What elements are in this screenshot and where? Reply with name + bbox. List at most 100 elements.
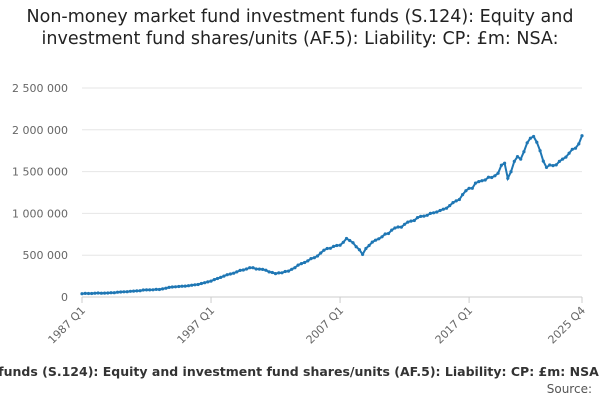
data-point[interactable] — [383, 232, 387, 236]
data-point[interactable] — [377, 237, 381, 241]
data-point[interactable] — [170, 285, 174, 289]
data-point[interactable] — [315, 254, 320, 258]
data-point[interactable] — [403, 222, 407, 226]
data-point[interactable] — [538, 149, 542, 153]
data-point[interactable] — [557, 159, 562, 163]
data-point[interactable] — [286, 269, 291, 273]
data-point[interactable] — [380, 235, 384, 239]
data-point[interactable] — [496, 171, 500, 175]
data-point[interactable] — [441, 207, 445, 211]
data-point[interactable] — [412, 218, 416, 223]
data-point[interactable] — [280, 271, 284, 275]
data-point[interactable] — [93, 291, 97, 295]
data-point[interactable] — [564, 155, 568, 159]
data-point[interactable] — [406, 220, 410, 224]
data-point[interactable] — [483, 178, 487, 182]
data-point[interactable] — [164, 286, 168, 290]
data-point[interactable] — [219, 275, 223, 279]
data-point[interactable] — [499, 163, 503, 167]
data-point[interactable] — [177, 284, 181, 289]
data-point[interactable] — [128, 289, 132, 293]
data-point[interactable] — [248, 266, 252, 270]
data-point[interactable] — [409, 219, 413, 223]
data-point[interactable] — [535, 140, 539, 144]
data-point[interactable] — [422, 214, 426, 218]
data-point[interactable] — [477, 180, 481, 184]
data-point[interactable] — [509, 170, 513, 174]
data-point[interactable] — [144, 288, 149, 292]
data-point[interactable] — [470, 186, 474, 190]
data-point[interactable] — [451, 201, 455, 205]
data-point[interactable] — [448, 204, 452, 208]
data-point[interactable] — [203, 281, 207, 285]
data-point[interactable] — [264, 268, 268, 272]
data-point[interactable] — [486, 175, 491, 179]
data-point[interactable] — [106, 291, 110, 295]
data-point[interactable] — [473, 181, 478, 185]
data-point[interactable] — [396, 225, 400, 229]
data-point[interactable] — [428, 211, 432, 215]
data-point[interactable] — [109, 291, 113, 295]
data-point[interactable] — [561, 157, 565, 161]
data-point[interactable] — [135, 289, 139, 293]
data-point[interactable] — [112, 291, 116, 295]
data-point[interactable] — [151, 288, 155, 292]
data-point[interactable] — [99, 291, 103, 295]
data-point[interactable] — [570, 147, 574, 151]
data-point[interactable] — [212, 278, 216, 282]
data-point[interactable] — [338, 243, 342, 247]
data-point[interactable] — [238, 268, 242, 272]
data-point[interactable] — [183, 284, 187, 288]
data-point[interactable] — [215, 276, 220, 281]
data-point[interactable] — [193, 283, 197, 287]
data-point[interactable] — [273, 272, 278, 276]
data-point[interactable] — [464, 189, 468, 193]
data-point[interactable] — [196, 282, 200, 287]
data-point[interactable] — [96, 291, 100, 295]
data-point[interactable] — [119, 290, 123, 294]
data-point[interactable] — [335, 243, 339, 248]
data-point[interactable] — [125, 290, 129, 294]
data-point[interactable] — [306, 259, 310, 263]
data-point[interactable] — [493, 174, 497, 178]
data-point[interactable] — [167, 285, 171, 289]
data-point[interactable] — [341, 240, 345, 244]
data-point[interactable] — [325, 246, 329, 251]
data-point[interactable] — [567, 151, 571, 155]
data-point[interactable] — [80, 292, 84, 296]
data-point[interactable] — [551, 164, 555, 168]
data-point[interactable] — [122, 290, 126, 294]
data-point[interactable] — [357, 248, 361, 252]
data-point[interactable] — [319, 251, 323, 255]
data-point[interactable] — [180, 284, 184, 288]
data-point[interactable] — [506, 176, 510, 180]
data-point[interactable] — [425, 213, 429, 217]
data-point[interactable] — [361, 252, 365, 256]
data-point[interactable] — [435, 210, 439, 214]
data-point[interactable] — [241, 268, 245, 272]
data-point[interactable] — [190, 283, 194, 287]
data-point[interactable] — [90, 291, 94, 296]
data-point[interactable] — [332, 244, 336, 248]
data-point[interactable] — [86, 291, 91, 296]
data-point[interactable] — [522, 150, 526, 154]
data-point[interactable] — [528, 136, 533, 140]
data-point[interactable] — [328, 246, 332, 250]
data-point[interactable] — [419, 214, 423, 218]
data-point[interactable] — [222, 274, 226, 278]
data-point[interactable] — [254, 267, 258, 271]
data-point[interactable] — [438, 208, 442, 213]
data-point[interactable] — [235, 270, 239, 274]
data-point[interactable] — [206, 280, 210, 284]
data-point[interactable] — [432, 211, 436, 215]
data-point[interactable] — [228, 272, 232, 276]
data-point[interactable] — [490, 175, 494, 180]
data-point[interactable] — [154, 287, 158, 291]
data-point[interactable] — [525, 141, 529, 145]
data-point[interactable] — [503, 161, 507, 165]
data-point[interactable] — [277, 271, 281, 275]
data-point[interactable] — [444, 206, 449, 210]
data-point[interactable] — [415, 216, 420, 220]
data-point[interactable] — [580, 134, 584, 138]
data-point[interactable] — [141, 288, 145, 292]
